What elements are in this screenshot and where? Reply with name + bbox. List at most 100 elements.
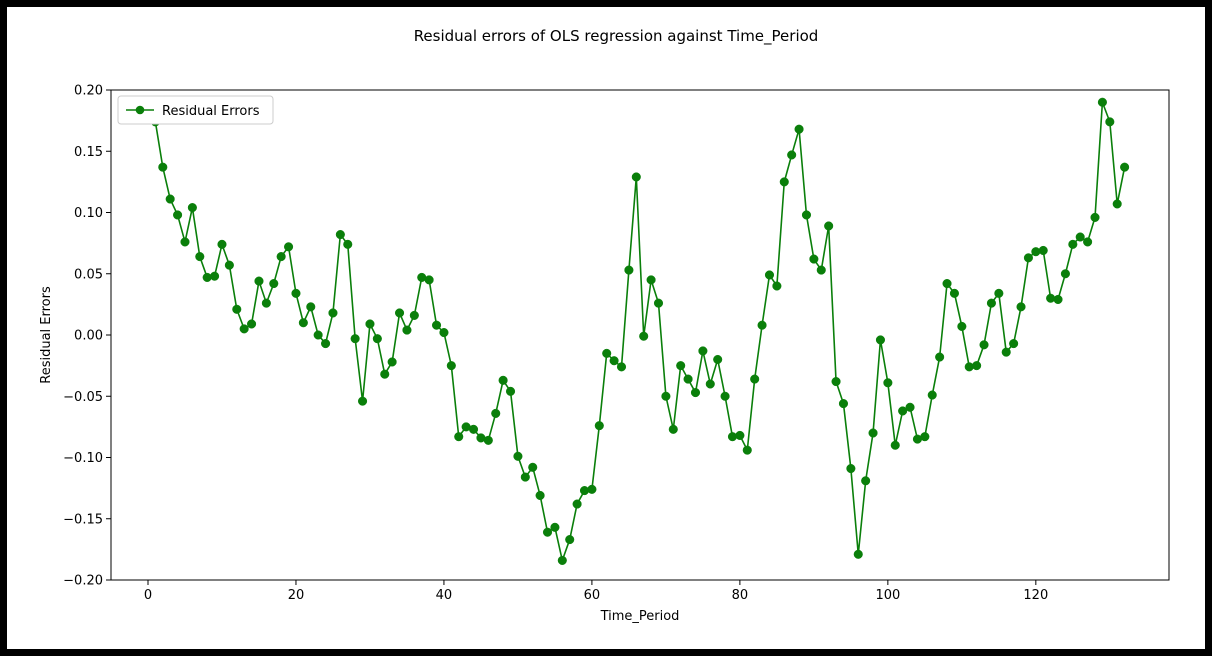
- data-point: [986, 298, 996, 308]
- data-point: [247, 319, 257, 329]
- x-tick-label: 60: [584, 588, 601, 603]
- data-point: [846, 463, 856, 474]
- data-point: [727, 432, 738, 442]
- data-point: [350, 334, 360, 344]
- data-point: [276, 252, 286, 262]
- data-point: [1068, 239, 1078, 249]
- data-point: [187, 203, 197, 213]
- data-point: [1060, 269, 1070, 279]
- data-point: [1031, 247, 1041, 257]
- data-point: [683, 374, 693, 384]
- y-tick-label: 0.00: [74, 329, 103, 344]
- data-point: [972, 361, 982, 371]
- data-point: [409, 310, 419, 320]
- data-point: [720, 391, 730, 401]
- data-point: [358, 396, 368, 406]
- y-tick-label: 0.05: [74, 267, 103, 282]
- data-point: [690, 388, 701, 398]
- data-point: [1075, 232, 1085, 242]
- data-point: [1105, 117, 1115, 127]
- data-point: [454, 432, 464, 442]
- data-point: [853, 549, 863, 559]
- data-point: [239, 324, 249, 334]
- data-point: [809, 254, 819, 264]
- data-point: [446, 361, 456, 371]
- data-point: [1097, 97, 1107, 107]
- data-point: [742, 445, 752, 455]
- data-point: [1009, 339, 1019, 349]
- data-point: [787, 150, 797, 160]
- data-point: [284, 242, 294, 252]
- data-point: [979, 340, 989, 350]
- x-tick-label: 40: [436, 588, 453, 603]
- x-axis-label: Time_Period: [600, 609, 680, 624]
- data-point: [964, 362, 974, 372]
- data-point: [195, 252, 205, 262]
- data-point: [587, 484, 597, 494]
- data-point: [602, 348, 612, 358]
- data-point: [713, 354, 723, 365]
- data-point: [579, 486, 590, 496]
- y-tick-label: 0.20: [74, 84, 103, 99]
- data-point: [505, 386, 516, 396]
- data-point: [224, 260, 234, 270]
- data-point: [402, 325, 412, 335]
- y-tick-label: −0.20: [63, 574, 103, 589]
- data-point: [1038, 245, 1048, 256]
- data-point: [1016, 302, 1026, 312]
- data-point: [935, 352, 945, 362]
- data-point: [661, 391, 671, 401]
- data-point: [387, 357, 397, 367]
- data-point: [949, 288, 959, 298]
- legend-marker-swatch: [135, 105, 145, 115]
- data-point: [491, 408, 501, 418]
- y-axis-label: Residual Errors: [39, 286, 54, 384]
- y-tick-label: −0.05: [63, 390, 103, 405]
- data-point: [1083, 237, 1093, 247]
- data-point: [431, 320, 442, 330]
- data-point: [380, 369, 390, 379]
- data-point: [861, 476, 871, 486]
- data-point: [1046, 293, 1056, 303]
- data-point: [757, 320, 767, 330]
- data-point: [639, 331, 649, 341]
- data-point: [424, 275, 434, 285]
- data-point: [202, 272, 212, 282]
- chart-svg: Residual errors of OLS regression agains…: [39, 27, 1170, 624]
- data-point: [890, 440, 900, 450]
- data-point: [1053, 294, 1063, 305]
- x-tick-label: 120: [1023, 588, 1048, 603]
- data-point: [764, 270, 775, 280]
- data-point: [750, 374, 760, 384]
- data-point: [520, 472, 530, 482]
- data-point: [920, 432, 930, 442]
- data-point: [705, 379, 715, 389]
- data-point: [1112, 199, 1122, 209]
- x-tick-label: 0: [144, 588, 152, 603]
- data-point: [158, 162, 168, 172]
- legend: Residual Errors: [117, 95, 274, 125]
- data-point: [298, 318, 308, 328]
- data-point: [646, 275, 656, 285]
- data-point: [668, 424, 678, 434]
- data-point: [394, 308, 405, 318]
- data-point: [1120, 162, 1130, 172]
- y-tick-label: −0.10: [63, 451, 103, 466]
- series-line-residual-errors: [154, 101, 1126, 562]
- data-point: [498, 375, 508, 385]
- data-point: [542, 527, 553, 537]
- data-point: [261, 298, 271, 308]
- data-point: [1090, 212, 1100, 222]
- x-tick-label: 100: [875, 588, 900, 603]
- data-point: [594, 421, 604, 431]
- data-point: [173, 210, 183, 220]
- data-point: [898, 406, 908, 416]
- data-point: [254, 276, 264, 286]
- data-point: [372, 334, 382, 344]
- data-point: [565, 535, 575, 545]
- data-point: [801, 210, 812, 220]
- data-point: [535, 490, 545, 501]
- legend-entry-residual-errors: Residual Errors: [162, 104, 260, 119]
- data-point: [994, 288, 1004, 298]
